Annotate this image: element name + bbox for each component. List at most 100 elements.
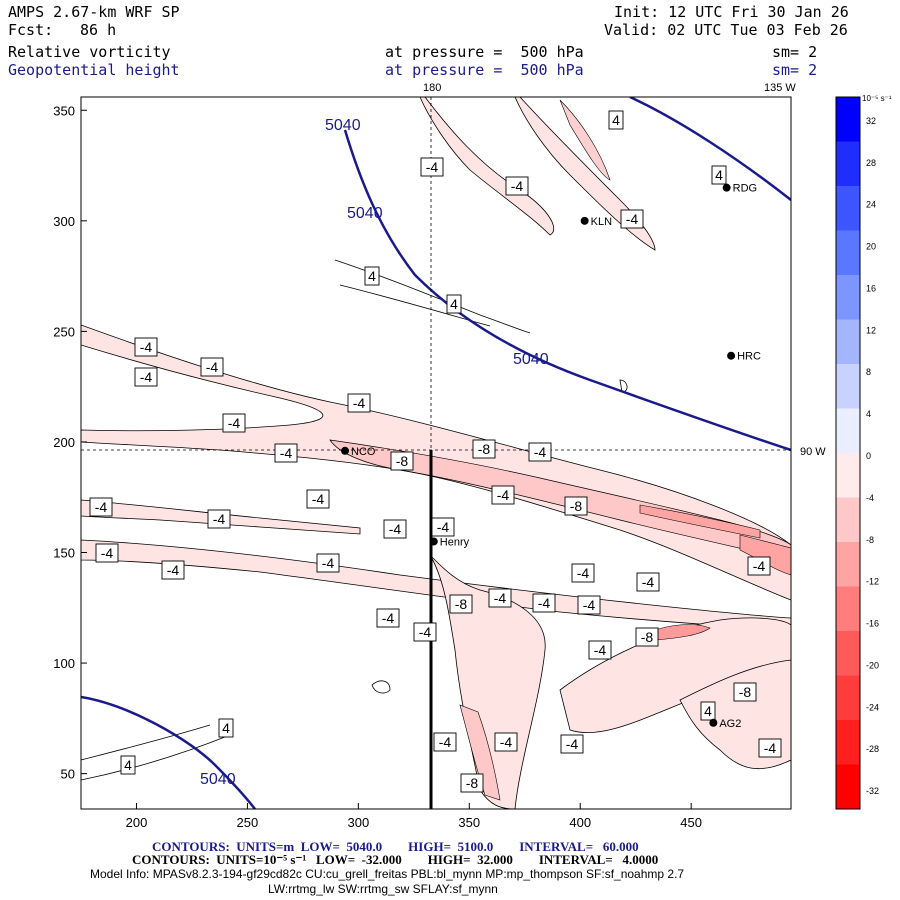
svg-text:4: 4 <box>612 112 620 128</box>
shade-band-inner <box>329 439 791 561</box>
vorticity-label: -4 <box>306 489 330 509</box>
vorticity-label: -4 <box>588 640 612 660</box>
y-axis: 350 300 250 200 150 100 50 <box>53 103 87 782</box>
vorticity-label: -4 <box>494 732 518 752</box>
shade-upper-streak <box>419 97 555 236</box>
footer-model-info: Model Info: MPASv8.2.3-194-gf29cd82c CU:… <box>90 867 685 881</box>
colorbar-tick-label: -4 <box>866 493 874 503</box>
vorticity-label: 4 <box>711 165 727 185</box>
colorbar-swatch <box>836 97 860 142</box>
vorticity-labels: -4 -4 -4 -4 -4 -4 -4 -4 -4 -4 -4 -4 -4 -4 -4 -4 -4 -4 -4 -4… <box>89 110 782 793</box>
shade-lower-right-inner <box>649 624 711 641</box>
vorticity-label: -8 <box>472 439 496 459</box>
colorbar-swatch <box>836 275 860 320</box>
colorbar-swatch <box>836 141 860 187</box>
footer-height-contours: CONTOURS: UNITS=m LOW= 5040.0 HIGH= 5100… <box>152 839 639 854</box>
vorticity-label: -4 <box>347 393 371 413</box>
contour-pos-3 <box>81 724 211 761</box>
station-label: Henry <box>440 536 470 548</box>
colorbar-tick-label: -12 <box>866 577 879 587</box>
station-label: HRC <box>737 351 761 363</box>
svg-text:-4: -4 <box>594 642 607 658</box>
svg-text:-4: -4 <box>95 499 108 515</box>
vorticity-label: -4 <box>376 608 400 628</box>
vorticity-label: -8 <box>564 496 588 516</box>
colorbar-swatch <box>836 453 860 498</box>
svg-text:-4: -4 <box>213 511 226 527</box>
vorticity-label: -8 <box>449 594 473 614</box>
svg-text:-4: -4 <box>753 558 766 574</box>
svg-text:-4: -4 <box>228 415 241 431</box>
svg-text:-8: -8 <box>570 498 583 514</box>
svg-text:-4: -4 <box>494 590 507 606</box>
y-tick-label: 50 <box>61 767 75 782</box>
colorbar-tick-label: 0 <box>866 451 871 461</box>
height-contour-5040-b <box>629 97 791 201</box>
x-tick-label: 450 <box>680 815 702 830</box>
x-tick-label: 350 <box>458 815 480 830</box>
forecast-label: Fcst: <box>8 21 54 39</box>
svg-text:-4: -4 <box>419 624 432 640</box>
height-labels: 5040 5040 5040 5040 <box>200 117 549 788</box>
colorbar-swatch <box>836 230 860 276</box>
colorbar-tick-label: -32 <box>866 786 879 796</box>
vorticity-label: -4 <box>747 556 771 576</box>
forecast-hours: 86 h <box>80 21 117 39</box>
model-title: AMPS 2.67-km WRF SP <box>8 3 180 21</box>
vorticity-label: -4 <box>200 357 224 377</box>
station-marker <box>580 216 589 225</box>
field2-name: Geopotential height <box>8 61 180 79</box>
vorticity-label: -4 <box>758 738 782 758</box>
colorbar-tick-label: -20 <box>866 660 879 670</box>
vorticity-label: -4 <box>134 337 158 357</box>
colorbar-tick-label: -16 <box>866 619 879 629</box>
y-tick-label: 350 <box>53 103 75 118</box>
vorticity-label: 4 <box>120 755 136 775</box>
field1-smoothing: sm= 2 <box>772 43 818 61</box>
station-label: AG2 <box>719 718 741 730</box>
colorbar-tick-label: 28 <box>866 158 876 168</box>
vorticity-label: -4 <box>571 563 595 583</box>
colorbar-unit: 10⁻⁵ s⁻¹ <box>862 94 892 103</box>
vorticity-label: 4 <box>700 701 716 721</box>
svg-text:-4: -4 <box>280 445 293 461</box>
colorbar-swatch <box>836 319 860 365</box>
field2-pressure: at pressure = 500 hPa <box>385 61 584 79</box>
svg-text:-4: -4 <box>426 159 439 175</box>
plot-frame <box>80 96 792 810</box>
svg-text:4: 4 <box>450 296 458 312</box>
vorticity-label: 4 <box>608 110 624 130</box>
shaded-vorticity <box>81 97 791 809</box>
field1-name: Relative vorticity <box>8 43 171 61</box>
station-marker <box>722 183 731 192</box>
station-marker <box>429 537 438 546</box>
footer-model-info-2: LW:rrtmg_lw SW:rrtmg_sw SFLAY:sf_mynn <box>268 882 498 896</box>
svg-text:-4: -4 <box>353 395 366 411</box>
vorticity-label: 4 <box>218 718 234 738</box>
y-tick-label: 250 <box>53 324 75 339</box>
station-label: KLN <box>591 216 612 228</box>
svg-text:-4: -4 <box>101 545 114 561</box>
height-contours <box>81 97 791 809</box>
field1-pressure: at pressure = 500 hPa <box>385 43 584 61</box>
svg-text:-4: -4 <box>439 734 452 750</box>
x-tick-label: 200 <box>126 815 148 830</box>
svg-text:4: 4 <box>715 167 723 183</box>
svg-text:-8: -8 <box>641 629 654 645</box>
station-label: RDG <box>733 183 757 195</box>
svg-text:4: 4 <box>368 268 376 284</box>
field2-smoothing: sm= 2 <box>772 61 818 79</box>
colorbar-swatch <box>836 631 860 676</box>
shade-upper-streak2 <box>514 97 656 251</box>
colorbar-swatch <box>836 364 860 409</box>
height-label: 5040 <box>513 351 549 368</box>
y-tick-label: 150 <box>53 546 75 561</box>
right-marker: 90 W <box>800 446 826 458</box>
colorbar-tick-label: 24 <box>866 200 876 210</box>
vorticity-label: -4 <box>222 413 246 433</box>
shade-right-blob <box>739 534 791 576</box>
vorticity-label: -8 <box>635 627 659 647</box>
svg-text:-4: -4 <box>167 562 180 578</box>
colorbar-tick-label: 12 <box>866 325 876 335</box>
y-tick-label: 200 <box>53 435 75 450</box>
